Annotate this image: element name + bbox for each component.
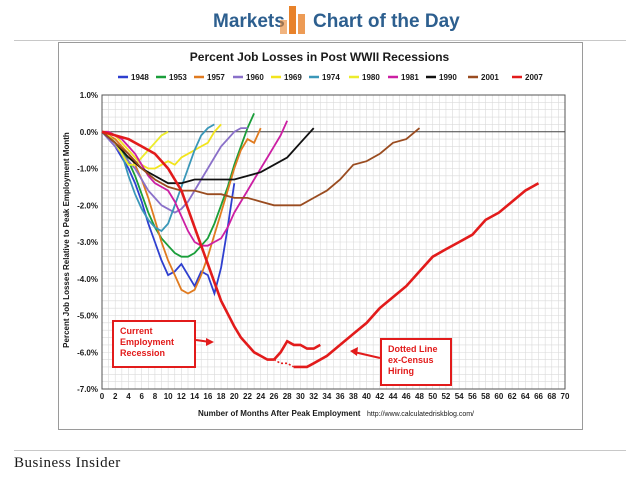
y-axis-title: Percent Job Losses Relative to Peak Empl… [62,132,71,348]
x-tick-label: 46 [402,392,411,401]
y-tick-label: -3.0% [77,238,98,247]
annotation-dotted-line: Dotted Line ex-Census Hiring [380,338,452,386]
series-line-2007-census [273,339,321,361]
legend-label-1960: 1960 [246,73,264,82]
plot-area-border [101,94,566,390]
page-header: Markets Chart of the Day [0,0,640,42]
source-label: http://www.calculatedriskblog.com/ [367,411,474,418]
annotation-line: Employment [120,337,175,347]
annotation-line: Recession [120,348,166,358]
x-tick-label: 32 [309,392,318,401]
x-tick-label: 48 [415,392,424,401]
x-tick-label: 10 [164,392,173,401]
legend-label-1980: 1980 [362,73,380,82]
series-line-2007-dotted [273,358,295,368]
legend-label-1969: 1969 [284,73,302,82]
header-markets[interactable]: Markets [213,11,285,32]
x-tick-label: 58 [481,392,490,401]
series-line-1960 [101,127,248,214]
x-tick-label: 40 [362,392,371,401]
legend-label-1957: 1957 [207,73,225,82]
annotation-line: Dotted Line [388,344,438,354]
arrow-dotted [353,351,381,359]
x-tick-label: 0 [100,392,105,401]
x-tick-label: 20 [230,392,239,401]
x-tick-label: 70 [561,392,570,401]
x-tick-label: 14 [190,392,199,401]
header-divider [14,40,626,41]
x-tick-label: 52 [441,392,450,401]
y-tick-label: -5.0% [77,312,98,321]
annotation-line: ex-Census [388,355,434,365]
x-tick-label: 42 [375,392,384,401]
chart-title: Percent Job Losses in Post WWII Recessio… [189,50,450,64]
y-tick-label: -4.0% [77,275,98,284]
x-tick-label: 62 [508,392,517,401]
series-lines [101,113,540,369]
x-tick-label: 54 [455,392,464,401]
bar-chart-icon [280,6,306,34]
y-tick-label: -1.0% [77,165,98,174]
x-tick-label: 26 [270,392,279,401]
series-line-2001 [101,127,421,207]
legend-label-1981: 1981 [401,73,419,82]
arrowhead-current [206,338,214,346]
x-tick-label: 16 [203,392,212,401]
x-tick-label: 60 [494,392,503,401]
legend-label-1990: 1990 [439,73,457,82]
annotation-arrows [195,338,381,359]
x-axis-title: Number of Months After Peak Employment [198,409,361,418]
x-tick-label: 44 [389,392,398,401]
annotation-current-recession: Current Employment Recession [112,320,196,368]
x-tick-label: 28 [283,392,292,401]
legend: 1948 1953 1957 1960 1969 1974 1980 1981 1990 2001… [118,73,543,82]
legend-label-1974: 1974 [322,73,340,82]
annotation-line: Current [120,326,153,336]
x-tick-label: 66 [534,392,543,401]
x-tick-label: 12 [177,392,186,401]
legend-label-2007: 2007 [525,73,543,82]
y-tick-label: -7.0% [77,385,98,394]
x-tick-label: 56 [468,392,477,401]
x-tick-label: 4 [126,392,131,401]
legend-label-2001: 2001 [481,73,499,82]
series-line-2007 [101,130,274,361]
series-line-1981 [102,120,289,247]
x-tick-label: 64 [521,392,530,401]
x-tick-label: 50 [428,392,437,401]
axes [101,94,566,390]
footer-divider [14,450,626,451]
x-tick-labels: 0 2 4 6 8 10 12 14 16 18 20 22 24 26 28 30 32 34 36 38 40 42 4… [100,392,570,401]
x-tick-label: 8 [153,392,158,401]
series-line-2007 [293,182,540,369]
arrowhead-dotted [350,347,358,356]
legend-label-1948: 1948 [131,73,149,82]
x-tick-label: 6 [139,392,144,401]
series-line-1969 [102,123,222,170]
legend-label-1953: 1953 [169,73,187,82]
x-tick-label: 34 [322,392,331,401]
x-tick-label: 2 [113,392,118,401]
footer-brand[interactable]: Business Insider [14,455,121,471]
header-chart-of-the-day[interactable]: Chart of the Day [313,11,460,32]
x-tick-label: 22 [243,392,252,401]
x-tick-label: 68 [547,392,556,401]
x-tick-label: 36 [336,392,345,401]
x-tick-label: 30 [296,392,305,401]
x-tick-label: 18 [217,392,226,401]
y-tick-labels: 1.0% 0.0% -1.0% -2.0% -3.0% -4.0% -5.0% -6.0% -7… [77,91,98,394]
y-tick-label: 0.0% [80,128,98,137]
y-tick-label: 1.0% [80,91,98,100]
y-tick-label: -2.0% [77,201,98,210]
annotation-line: Hiring [388,366,414,376]
x-tick-label: 38 [349,392,358,401]
x-tick-label: 24 [256,392,265,401]
y-tick-label: -6.0% [77,348,98,357]
